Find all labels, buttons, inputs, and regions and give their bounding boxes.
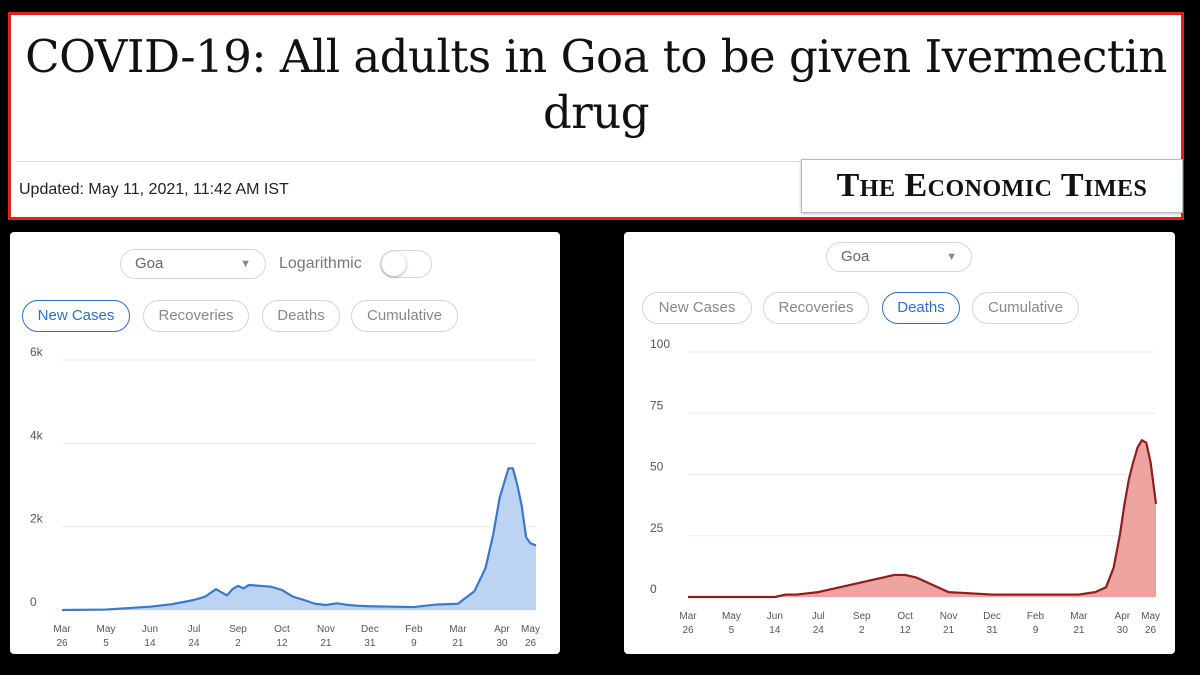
publisher-logo: The Economic Times: [801, 159, 1183, 213]
tab-deaths[interactable]: Deaths: [882, 292, 960, 324]
updated-timestamp: Updated: May 11, 2021, 11:42 AM IST: [19, 181, 289, 198]
x-tick-day: 2: [859, 625, 865, 636]
x-tick-day: 12: [900, 625, 912, 636]
x-tick-month: Apr: [1115, 611, 1131, 622]
y-tick-label: 25: [650, 521, 664, 535]
x-tick-month: Dec: [983, 611, 1001, 622]
x-tick-day: 14: [144, 638, 156, 649]
region-select-value: Goa: [841, 248, 870, 265]
series-line: [688, 439, 1158, 599]
x-tick-month: Apr: [494, 624, 510, 635]
x-tick-month: Oct: [274, 624, 290, 635]
x-tick-day: 21: [1073, 625, 1085, 636]
x-tick-day: 26: [1145, 625, 1157, 636]
tab-recoveries[interactable]: Recoveries: [763, 292, 869, 324]
series-area: [688, 440, 1156, 597]
x-tick-month: Feb: [405, 624, 423, 635]
region-select-value: Goa: [135, 255, 164, 272]
x-tick-day: 5: [103, 638, 109, 649]
y-tick-label: 75: [650, 398, 664, 412]
chevron-down-icon: ▼: [240, 258, 251, 270]
series-area: [62, 468, 536, 610]
logarithmic-toggle[interactable]: [380, 250, 432, 278]
x-tick-month: Mar: [679, 611, 697, 622]
cases-chart-panel: Goa ▼ Logarithmic New Cases Recoveries D…: [10, 232, 560, 654]
tab-deaths[interactable]: Deaths: [262, 300, 340, 332]
x-tick-day: 26: [525, 638, 537, 649]
chevron-down-icon: ▼: [946, 251, 957, 263]
x-tick-month: Jul: [188, 624, 201, 635]
x-tick-day: 5: [729, 625, 735, 636]
toggle-knob: [382, 252, 406, 276]
x-tick-day: 21: [452, 638, 464, 649]
region-select[interactable]: Goa ▼: [826, 242, 972, 272]
tab-new-cases[interactable]: New Cases: [642, 292, 752, 324]
x-tick-day: 30: [496, 638, 508, 649]
headline: COVID-19: All adults in Goa to be given …: [11, 29, 1181, 141]
x-tick-day: 9: [411, 638, 417, 649]
x-tick-day: 14: [769, 625, 781, 636]
x-tick-month: Jul: [812, 611, 825, 622]
y-tick-label: 0: [30, 595, 37, 609]
x-tick-day: 31: [986, 625, 998, 636]
x-tick-month: Mar: [449, 624, 467, 635]
x-tick-month: Feb: [1027, 611, 1045, 622]
x-tick-day: 31: [364, 638, 376, 649]
headline-box: COVID-19: All adults in Goa to be given …: [8, 12, 1184, 220]
headline-line-1: COVID-19: All adults in Goa to be given …: [25, 30, 1167, 83]
x-tick-day: 30: [1117, 625, 1129, 636]
x-tick-day: 24: [188, 638, 200, 649]
x-tick-month: May: [97, 624, 116, 635]
x-tick-month: Oct: [897, 611, 913, 622]
tab-cumulative[interactable]: Cumulative: [351, 300, 458, 332]
x-tick-day: 2: [235, 638, 241, 649]
x-tick-month: May: [722, 611, 741, 622]
deaths-chart: 0 25 50 75 100 Mar 26 May 5 Jun 14 Jul 24 Sep 2 Oct 12 No…: [650, 337, 1160, 636]
y-tick-label: 6k: [30, 345, 44, 359]
x-tick-day: 24: [813, 625, 825, 636]
y-tick-label: 50: [650, 460, 664, 474]
x-tick-day: 9: [1033, 625, 1039, 636]
tab-cumulative[interactable]: Cumulative: [972, 292, 1079, 324]
y-tick-label: 2k: [30, 512, 44, 526]
x-tick-month: Sep: [853, 611, 871, 622]
x-tick-day: 26: [682, 625, 694, 636]
x-tick-month: Mar: [1070, 611, 1088, 622]
y-tick-label: 4k: [30, 428, 44, 442]
region-select[interactable]: Goa ▼: [120, 249, 266, 279]
tab-recoveries[interactable]: Recoveries: [143, 300, 249, 332]
tab-new-cases[interactable]: New Cases: [22, 300, 130, 332]
x-tick-day: 21: [943, 625, 955, 636]
headline-line-2: drug: [542, 86, 650, 139]
deaths-chart-panel: Goa ▼ New Cases Recoveries Deaths Cumula…: [624, 232, 1175, 654]
x-tick-month: Nov: [317, 624, 335, 635]
x-tick-month: May: [521, 624, 540, 635]
x-tick-month: May: [1141, 611, 1160, 622]
divider: [15, 161, 1177, 162]
series-line: [61, 467, 537, 612]
x-tick-month: Nov: [940, 611, 958, 622]
x-tick-day: 26: [56, 638, 68, 649]
cases-chart: 0 2k 4k 6k Mar 26 May 5 Jun 14 Jul 24 Sep 2 Oct 12 Nov 21…: [30, 345, 540, 649]
x-tick-month: Jun: [142, 624, 158, 635]
x-tick-month: Jun: [767, 611, 783, 622]
y-tick-label: 100: [650, 337, 670, 351]
x-tick-day: 21: [320, 638, 332, 649]
x-tick-month: Sep: [229, 624, 247, 635]
x-tick-day: 12: [276, 638, 288, 649]
x-tick-month: Mar: [53, 624, 71, 635]
y-tick-label: 0: [650, 582, 657, 596]
logarithmic-label: Logarithmic: [279, 255, 362, 272]
x-tick-month: Dec: [361, 624, 379, 635]
